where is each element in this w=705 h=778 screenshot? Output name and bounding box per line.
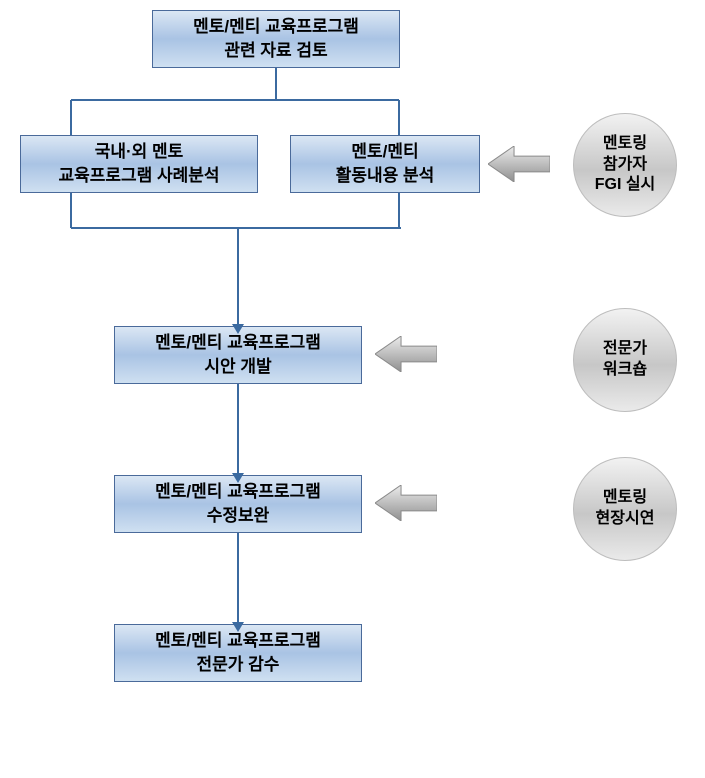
flow-box-n1: 멘토/멘티 교육프로그램 관련 자료 검토 xyxy=(152,10,400,68)
connector xyxy=(71,99,399,101)
connector xyxy=(237,533,239,624)
connector xyxy=(398,193,400,228)
gray-arrow-left-icon xyxy=(375,336,437,372)
connector xyxy=(237,384,239,475)
flow-box-n4: 멘토/멘티 교육프로그램 시안 개발 xyxy=(114,326,362,384)
connector xyxy=(70,193,72,228)
flow-box-n2: 국내·외 멘토 교육프로그램 사례분석 xyxy=(20,135,258,193)
connector xyxy=(398,100,400,135)
connector xyxy=(275,68,277,100)
arrowhead-down-icon xyxy=(232,622,244,632)
arrowhead-down-icon xyxy=(232,324,244,334)
gray-arrow-left-icon xyxy=(488,146,550,182)
flow-box-n5: 멘토/멘티 교육프로그램 수정보완 xyxy=(114,475,362,533)
annotation-circle-c2: 전문가 워크숍 xyxy=(573,308,677,412)
connector xyxy=(70,100,72,135)
connector xyxy=(71,227,401,229)
flow-box-n3: 멘토/멘티 활동내용 분석 xyxy=(290,135,480,193)
arrowhead-down-icon xyxy=(232,473,244,483)
annotation-circle-c3: 멘토링 현장시연 xyxy=(573,457,677,561)
annotation-circle-c1: 멘토링 참가자 FGI 실시 xyxy=(573,113,677,217)
flow-box-n6: 멘토/멘티 교육프로그램 전문가 감수 xyxy=(114,624,362,682)
connector xyxy=(237,228,239,326)
gray-arrow-left-icon xyxy=(375,485,437,521)
